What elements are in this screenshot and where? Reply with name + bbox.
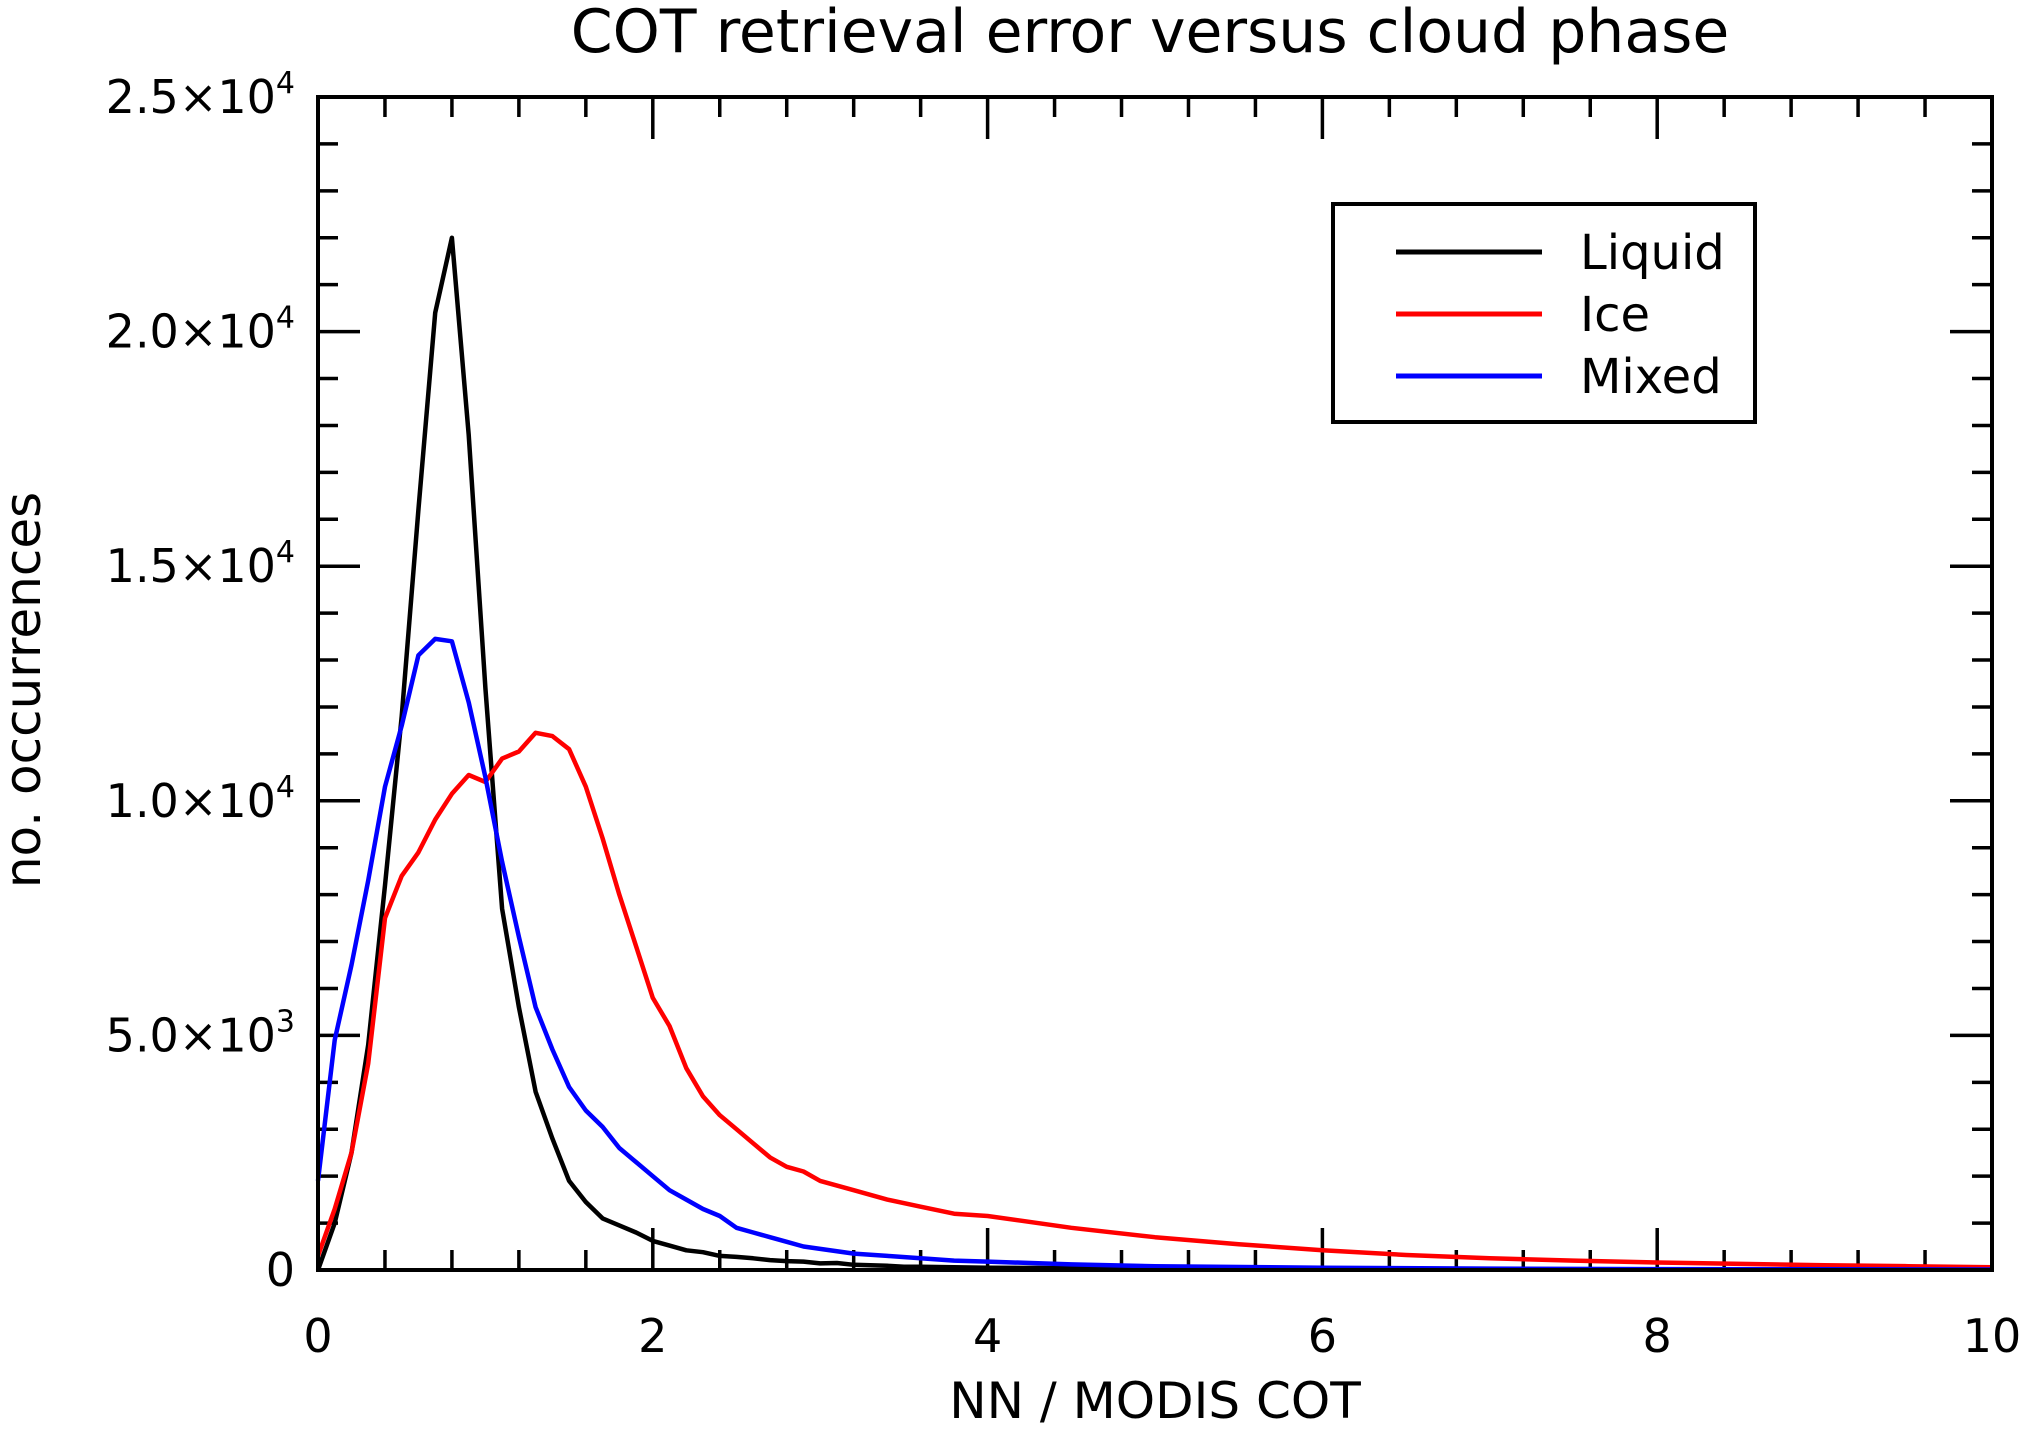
- x-tick-labels: 0 2 4 6 8 10: [303, 1309, 2021, 1363]
- y-tick-label: 2.0×104: [106, 301, 295, 359]
- y-axis-label: no. occurrences: [0, 492, 52, 888]
- y-tick-labels: 0 5.0×103 1.0×104 1.5×104 2.0×104 2.5×104: [106, 66, 295, 1297]
- x-tick-label: 6: [1308, 1309, 1337, 1363]
- y-tick-label: 2.5×104: [106, 66, 295, 124]
- x-tick-label: 8: [1643, 1309, 1672, 1363]
- x-tick-label: 10: [1963, 1309, 2022, 1363]
- legend-label-ice: Ice: [1580, 287, 1650, 343]
- legend-label-mixed: Mixed: [1580, 349, 1722, 405]
- chart-title: COT retrieval error versus cloud phase: [571, 0, 1730, 67]
- y-tick-label: 0: [266, 1243, 295, 1297]
- legend: Liquid Ice Mixed: [1331, 202, 1757, 424]
- series-line-liquid: [315, 235, 1993, 1273]
- series-line-mixed: [315, 636, 1993, 1272]
- x-tick-label: 2: [638, 1309, 667, 1363]
- y-tick-label: 5.0×103: [106, 1004, 295, 1062]
- legend-label-liquid: Liquid: [1580, 225, 1725, 281]
- series-lines: [315, 235, 1993, 1273]
- x-tick-label: 4: [973, 1309, 1002, 1363]
- x-tick-label: 0: [303, 1309, 332, 1363]
- plot-frame: [316, 95, 1994, 1272]
- y-tick-label: 1.5×104: [106, 535, 295, 593]
- y-tick-label: 1.0×104: [106, 770, 295, 828]
- x-axis-label: NN / MODIS COT: [949, 1372, 1361, 1430]
- series-line-ice: [315, 730, 1993, 1270]
